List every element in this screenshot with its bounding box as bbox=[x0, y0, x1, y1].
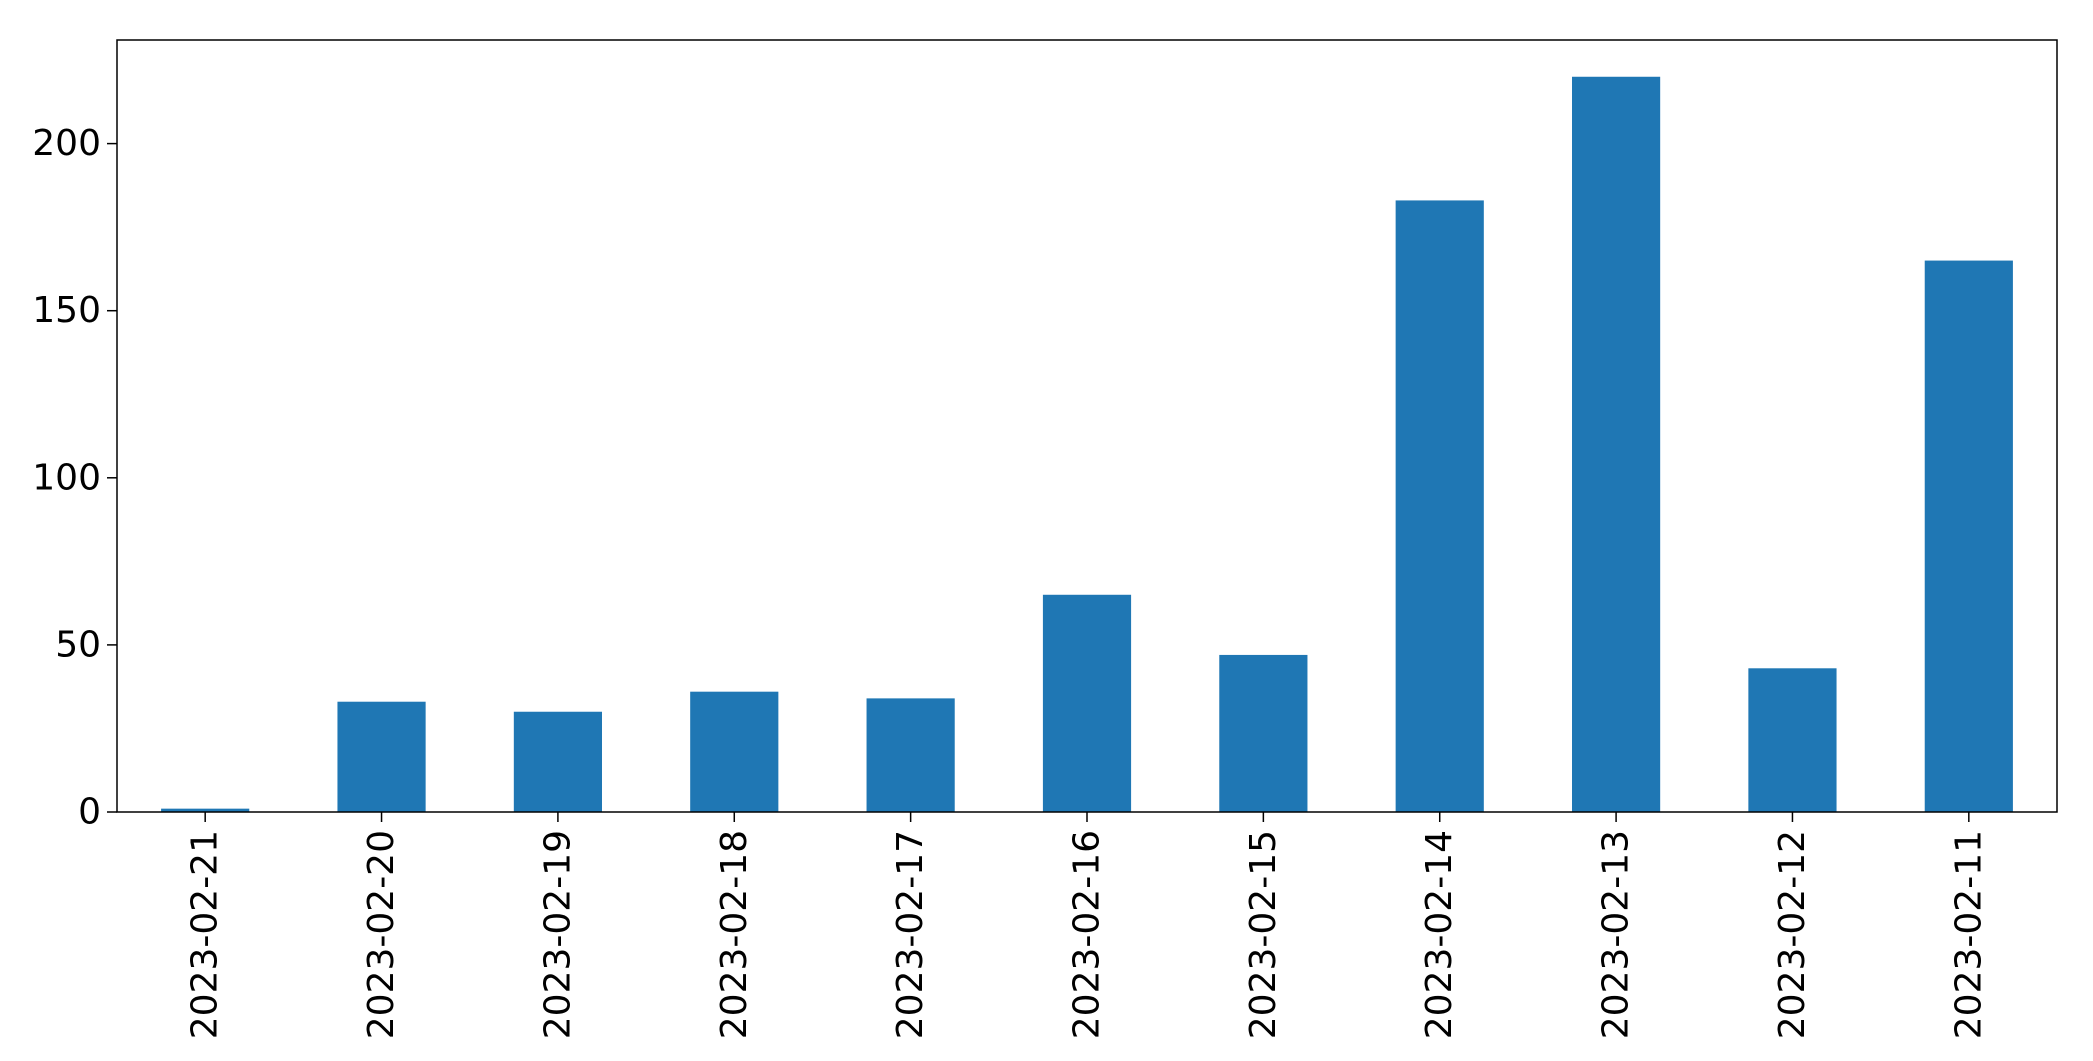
bar-2023-02-19 bbox=[513, 711, 602, 812]
y-tick-label: 200 bbox=[32, 123, 101, 164]
bars-group bbox=[161, 76, 2013, 813]
bar-2023-02-20 bbox=[337, 701, 426, 812]
x-tick-label: 2023-02-15 bbox=[1243, 830, 1284, 1039]
y-axis: 0 50 100 150 200 bbox=[32, 123, 117, 833]
bar-2023-02-14 bbox=[1395, 200, 1484, 812]
x-tick-label: 2023-02-19 bbox=[537, 830, 578, 1039]
x-tick-label: 2023-02-21 bbox=[185, 830, 226, 1039]
x-tick-label: 2023-02-18 bbox=[714, 830, 755, 1039]
bar-2023-02-11 bbox=[1924, 260, 2013, 813]
plot-frame bbox=[116, 39, 2058, 813]
x-tick-label: 2023-02-12 bbox=[1772, 830, 1813, 1039]
x-tick-label: 2023-02-13 bbox=[1596, 830, 1637, 1039]
bar-2023-02-21 bbox=[161, 808, 250, 812]
x-tick-label: 2023-02-14 bbox=[1419, 830, 1460, 1039]
y-tick-label: 50 bbox=[55, 624, 101, 665]
bar-2023-02-17 bbox=[866, 698, 955, 812]
x-tick-label: 2023-02-17 bbox=[890, 830, 931, 1039]
bar-2023-02-18 bbox=[690, 691, 779, 812]
y-tick-label: 100 bbox=[32, 457, 101, 498]
bar-2023-02-12 bbox=[1748, 668, 1837, 812]
y-tick-label: 150 bbox=[32, 290, 101, 331]
bar-2023-02-15 bbox=[1219, 654, 1308, 812]
y-tick-label: 0 bbox=[78, 792, 101, 833]
x-axis: 2023-02-21 2023-02-20 2023-02-19 2023-02-18… bbox=[185, 812, 1989, 1039]
bar-2023-02-13 bbox=[1572, 76, 1661, 812]
bar-2023-02-16 bbox=[1042, 594, 1132, 812]
x-tick-label: 2023-02-16 bbox=[1067, 830, 1108, 1039]
x-tick-label: 2023-02-11 bbox=[1948, 830, 1989, 1039]
x-tick-label: 2023-02-20 bbox=[361, 830, 402, 1039]
